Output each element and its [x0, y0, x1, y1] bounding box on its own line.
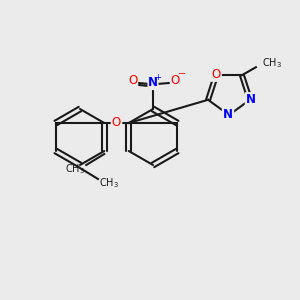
- Text: CH$_3$: CH$_3$: [262, 56, 282, 70]
- Text: N: N: [246, 93, 256, 106]
- Text: −: −: [178, 69, 186, 79]
- Text: +: +: [154, 74, 161, 82]
- Text: O: O: [112, 116, 121, 128]
- Text: O: O: [128, 74, 138, 86]
- Text: N: N: [223, 109, 233, 122]
- Text: O: O: [212, 68, 221, 81]
- Text: CH$_3$: CH$_3$: [99, 176, 119, 190]
- Text: CH$_3$: CH$_3$: [65, 162, 85, 176]
- Text: N: N: [148, 76, 158, 89]
- Text: O: O: [170, 74, 180, 86]
